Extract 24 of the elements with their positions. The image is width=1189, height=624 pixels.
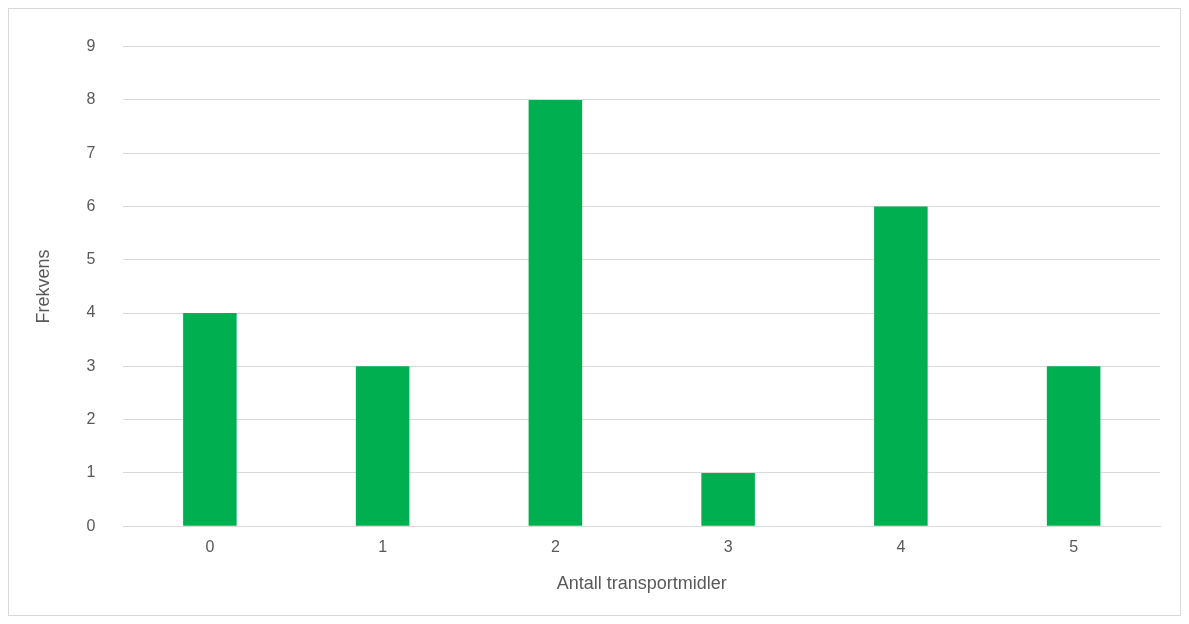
bar <box>183 313 237 526</box>
x-tick-label: 4 <box>896 538 906 556</box>
y-tick-label: 0 <box>86 516 96 534</box>
y-tick-label: 1 <box>86 463 96 481</box>
y-tick-label: 2 <box>86 410 96 428</box>
bar <box>355 366 410 526</box>
x-tick-label: 0 <box>205 538 215 556</box>
bar <box>528 99 583 526</box>
bar <box>701 472 755 526</box>
y-tick-label: 3 <box>86 356 96 374</box>
x-tick-label: 3 <box>723 538 733 556</box>
y-tick-label: 7 <box>86 143 96 161</box>
x-axis-title: Antall transportmidler <box>556 573 727 594</box>
x-tick-label: 2 <box>550 538 560 556</box>
y-tick-label: 9 <box>86 37 96 55</box>
y-axis-title: Frekvens <box>32 249 53 324</box>
x-tick-label: 1 <box>378 538 388 556</box>
x-tick-label: 5 <box>1069 538 1079 556</box>
y-tick-label: 6 <box>86 196 96 214</box>
y-tick-label: 4 <box>86 303 96 321</box>
y-tick-label: 5 <box>86 250 96 268</box>
y-tick-label: 8 <box>86 90 96 108</box>
bar <box>874 206 928 526</box>
bar <box>1046 366 1101 526</box>
